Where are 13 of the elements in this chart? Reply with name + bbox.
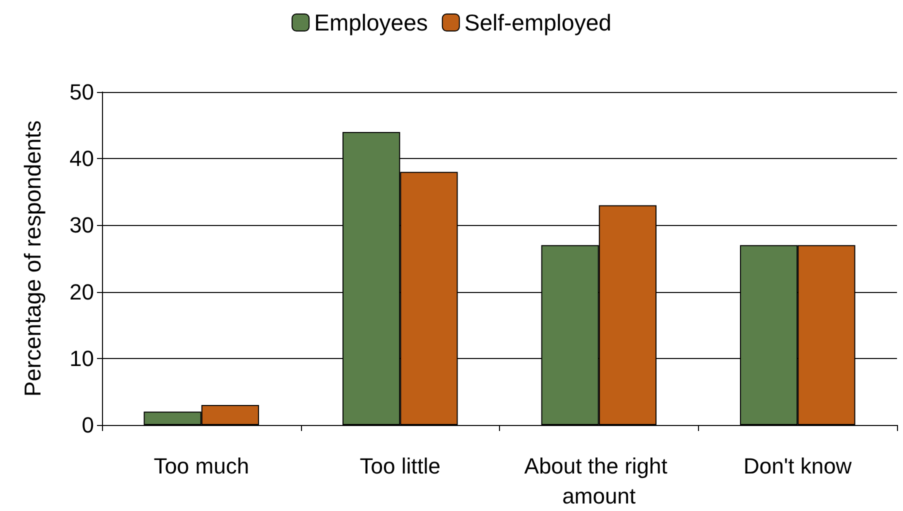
y-tick-label: 10 [70, 346, 94, 371]
x-tick-label: Too little [360, 454, 440, 478]
y-axis-title: Percentage of respondents [20, 120, 46, 397]
y-tick-label: 50 [70, 80, 94, 104]
x-tick-label: Too much [154, 454, 250, 478]
y-tick-label: 20 [70, 279, 94, 304]
y-tick-label: 30 [70, 212, 94, 238]
x-tick-label: Don't know [744, 454, 852, 478]
x-tick-label: About the right amount [524, 454, 674, 508]
y-tick-label: 40 [70, 146, 94, 172]
legend-label: Self-employed [464, 10, 612, 36]
y-tick-label: 0 [82, 412, 94, 438]
legend-label: Employees [314, 10, 428, 36]
